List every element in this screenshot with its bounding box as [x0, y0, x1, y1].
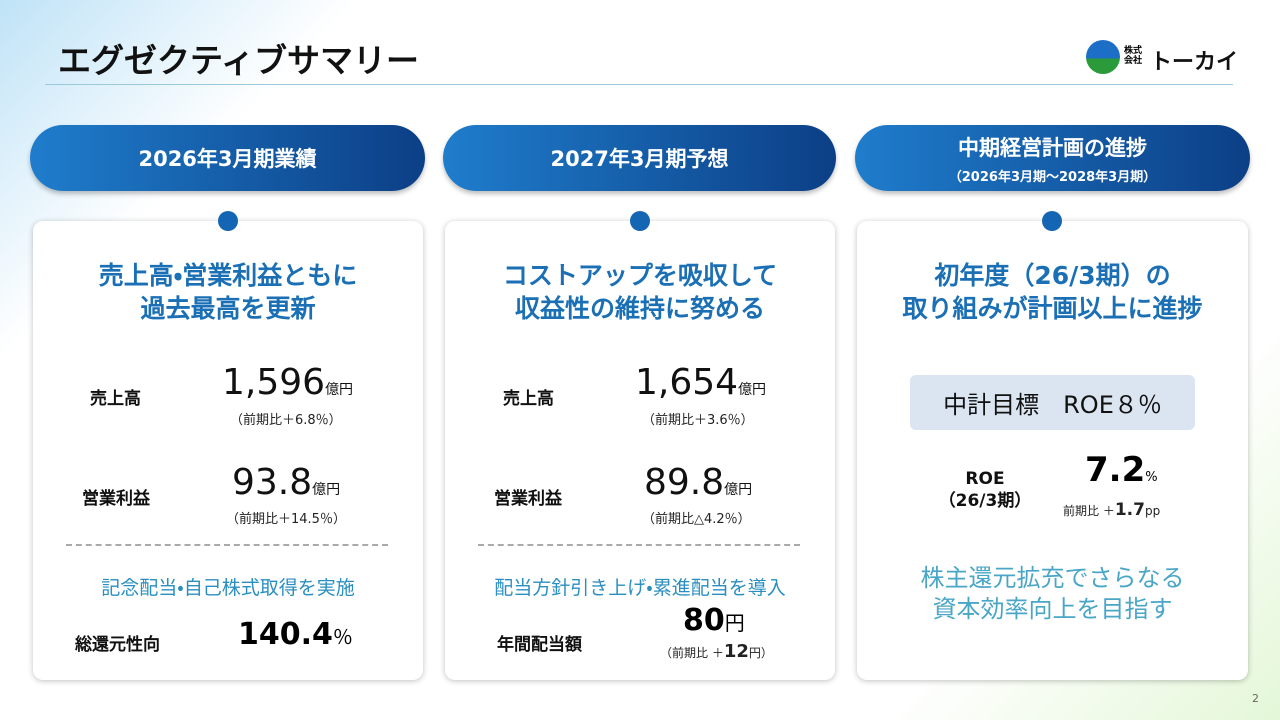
logo-small: 株式 会社	[1124, 46, 1143, 66]
extra-label: 年間配当額	[497, 635, 582, 655]
target-box: 中計目標 ROE８％	[910, 375, 1195, 430]
metric-note: （前期比＋14.5％）	[226, 512, 346, 527]
metric-label: 営業利益	[82, 489, 150, 509]
dashed-line	[478, 544, 800, 546]
headline: コストアップを吸収して 収益性の維持に努める	[502, 261, 778, 323]
title: エグゼクティブサマリー	[58, 41, 420, 80]
card	[33, 221, 423, 680]
metric-label: 売上高	[503, 389, 554, 409]
extra-note: （前期比 ＋12円）	[660, 641, 773, 662]
page-number: 2	[1252, 692, 1259, 705]
heading: 2027年3月期予想	[443, 125, 836, 191]
heading: 中期経営計画の進捗 （2026年3月期～2028年3月期）	[855, 125, 1250, 191]
dot	[630, 211, 650, 231]
extra-label: 総還元性向	[75, 635, 160, 655]
card	[857, 221, 1248, 680]
dashed-line	[66, 544, 388, 546]
extra-value: 80円	[683, 603, 745, 638]
dot	[1042, 211, 1062, 231]
closing: 株主還元拡充でさらなる 資本効率向上を目指す	[920, 564, 1185, 623]
headline: 初年度（26/3期）の 取り組みが計画以上に進捗	[902, 261, 1203, 323]
extra-value: 140.4％	[238, 617, 353, 652]
roe-label: ROE （26/3期）	[938, 469, 1032, 511]
metric-note: （前期比＋3.6％）	[642, 413, 754, 428]
metric-note: （前期比＋6.8％）	[230, 413, 342, 428]
roe-note: 前期比 ＋1.7pp	[1063, 500, 1161, 520]
logo-text: トーカイ	[1150, 50, 1239, 75]
sub-headline: 配当方針引き上げ・累進配当を導入	[494, 577, 786, 599]
dot	[218, 211, 238, 231]
metric-value: 89.8億円	[644, 462, 753, 503]
metric-value: 1,654億円	[635, 362, 767, 403]
metric-note: （前期比△4.2％）	[642, 512, 751, 527]
sub-headline: 記念配当・自己株式取得を実施	[101, 577, 355, 599]
card	[445, 221, 835, 680]
heading: 2026年3月期業績	[30, 125, 425, 191]
headline: 売上高・営業利益ともに 過去最高を更新	[98, 261, 358, 323]
logo-mark	[1086, 40, 1120, 74]
metric-value: 1,596億円	[222, 362, 354, 403]
metric-label: 営業利益	[494, 489, 562, 509]
roe-value: 7.2%	[1085, 450, 1158, 490]
divider	[45, 84, 1233, 85]
metric-label: 売上高	[90, 389, 141, 409]
metric-value: 93.8億円	[232, 462, 341, 503]
